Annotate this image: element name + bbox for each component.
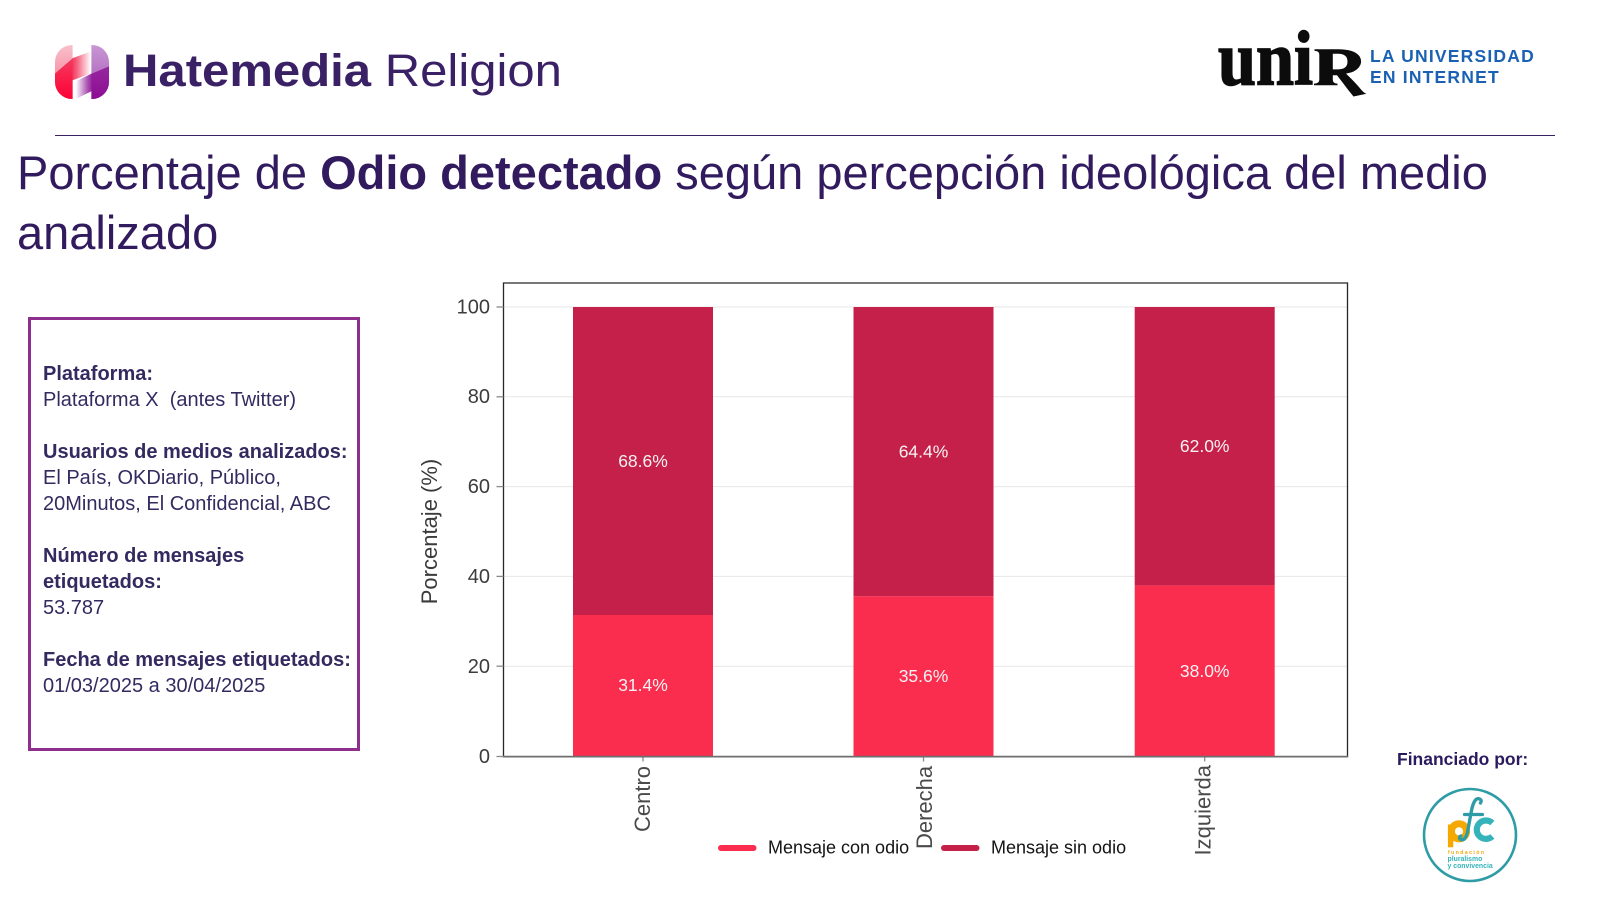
svg-text:LA UNIVERSIDAD: LA UNIVERSIDAD	[1370, 46, 1535, 66]
svg-text:35.6%: 35.6%	[899, 666, 949, 686]
svg-text:Centro: Centro	[630, 766, 655, 832]
svg-text:uni: uni	[1218, 25, 1313, 102]
svg-text:20: 20	[468, 656, 490, 678]
svg-text:y convivencia: y convivencia	[1448, 863, 1493, 870]
svg-text:38.0%: 38.0%	[1180, 661, 1230, 681]
svg-text:62.0%: 62.0%	[1180, 436, 1230, 456]
svg-text:EN INTERNET: EN INTERNET	[1370, 67, 1500, 87]
svg-text:100: 100	[457, 297, 490, 319]
svg-text:40: 40	[468, 566, 490, 588]
svg-text:Porcentaje (%): Porcentaje (%)	[417, 459, 442, 605]
svg-text:80: 80	[468, 386, 490, 408]
svg-text:pluralismo: pluralismo	[1448, 856, 1483, 863]
svg-text:68.6%: 68.6%	[618, 451, 668, 471]
svg-text:60: 60	[468, 476, 490, 498]
svg-text:31.4%: 31.4%	[618, 675, 668, 695]
svg-text:0: 0	[479, 746, 490, 768]
svg-text:Derecha: Derecha	[912, 765, 937, 849]
svg-text:Mensaje con odio: Mensaje con odio	[768, 838, 909, 858]
svg-text:Mensaje sin odio: Mensaje sin odio	[991, 838, 1126, 858]
svg-text:64.4%: 64.4%	[899, 442, 949, 462]
svg-text:Izquierda: Izquierda	[1191, 764, 1216, 855]
svg-text:fundación: fundación	[1448, 850, 1485, 856]
